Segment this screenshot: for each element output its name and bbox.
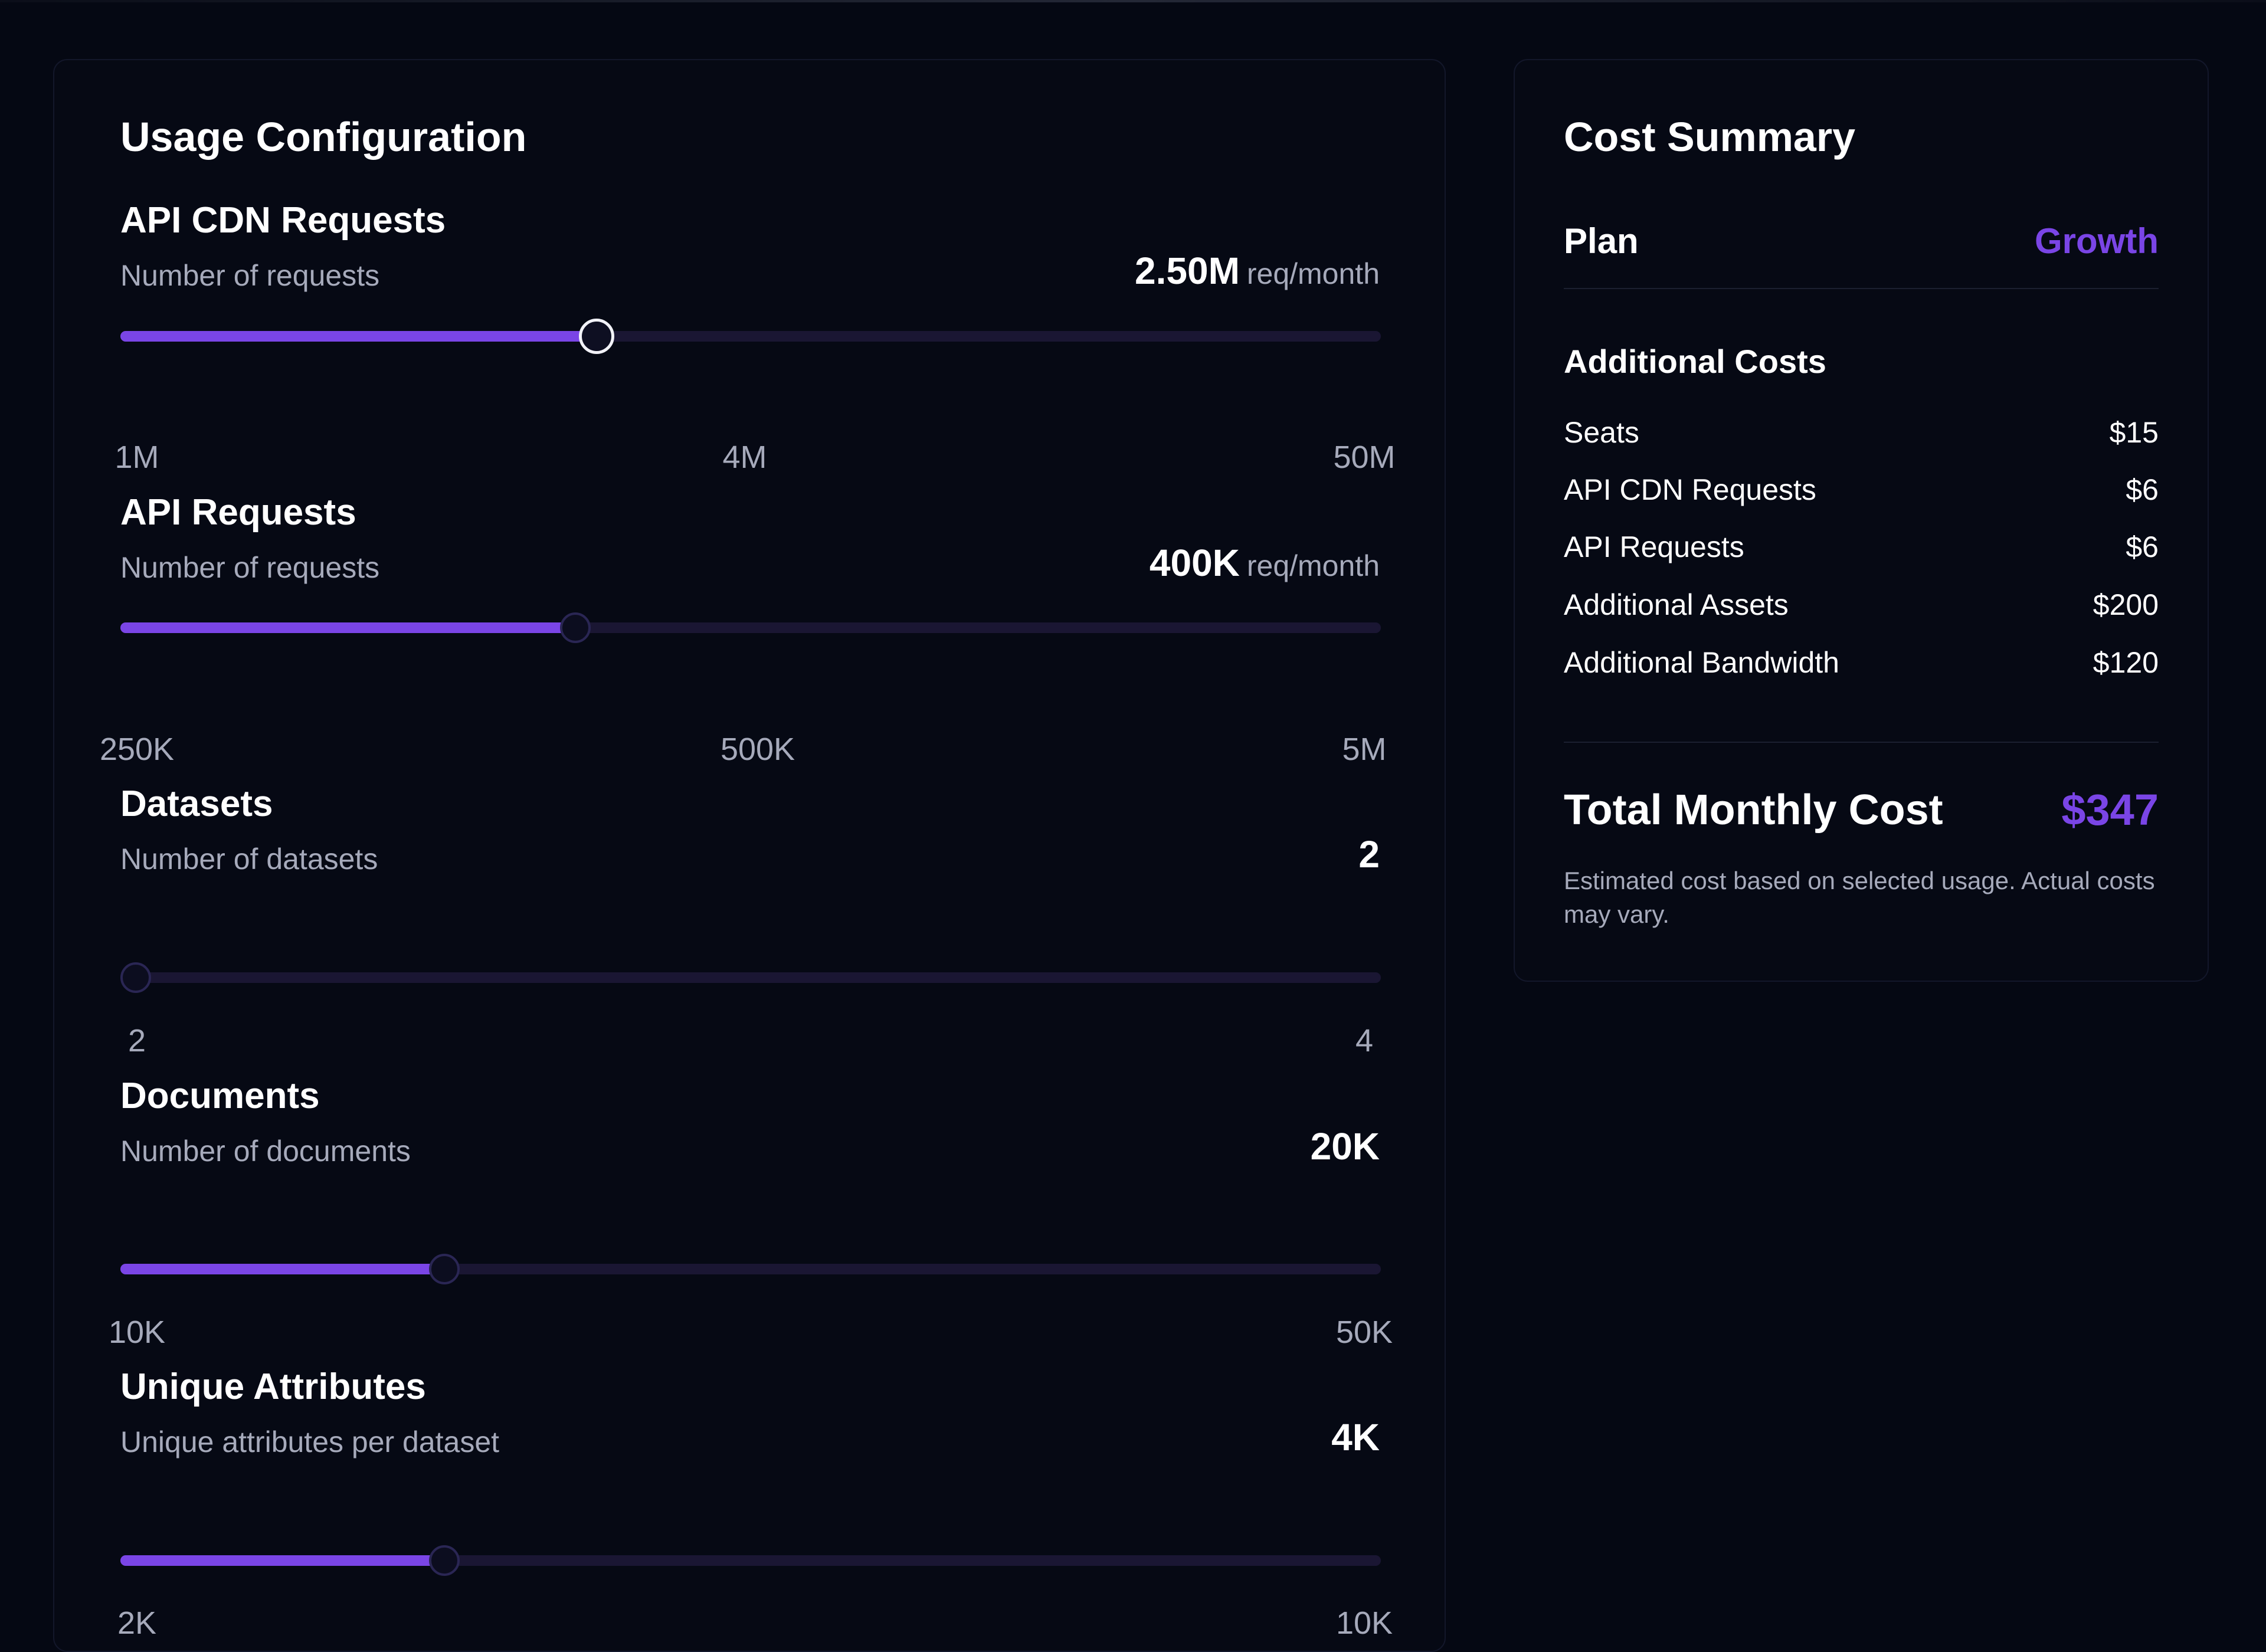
slider-tick-mid: 4M [722,440,767,475]
slider-description: Number of requests [120,259,380,292]
slider-tick-max: 5M [1342,732,1387,767]
cost-item-amount: $120 [2093,646,2159,679]
slider-tick-min: 250K [99,732,175,767]
slider-tick-min: 2 [127,1023,146,1058]
slider-fill [120,331,597,342]
slider-track[interactable] [120,319,1381,354]
cost-item-label: Additional Bandwidth [1564,646,1839,679]
plan-divider [1564,288,2159,289]
total-value: $347 [2061,785,2159,834]
slider-value: 20K [1311,1125,1380,1168]
cost-item-label: Seats [1564,416,1639,449]
slider-fill [120,1555,444,1566]
slider-tick-min: 10K [108,1315,166,1350]
slider-title: Unique Attributes [120,1366,426,1407]
additional-costs-title: Additional Costs [1564,343,1826,380]
slider-description: Number of documents [120,1135,411,1168]
slider-description: Number of datasets [120,843,378,876]
slider-title: API CDN Requests [120,200,446,241]
slider-thumb[interactable] [428,1545,460,1576]
slider-tick-mid: 500K [720,732,795,767]
slider-thumb[interactable] [560,612,591,643]
slider-description: Unique attributes per dataset [120,1425,500,1458]
cost-summary-card: Cost Summary Plan Growth Additional Cost… [1514,59,2209,982]
cost-item-amount: $15 [2109,416,2159,449]
slider-tick-min: 1M [114,440,159,475]
slider-value-number: 20K [1310,1125,1380,1168]
cost-item-amount: $6 [2126,530,2159,563]
slider-fill [120,1264,444,1274]
cost-item-amount: $200 [2093,588,2159,621]
slider-track[interactable] [120,1545,1381,1576]
slider-fill [120,622,576,633]
total-label: Total Monthly Cost [1564,786,1943,834]
total-divider [1564,742,2159,743]
usage-title: Usage Configuration [120,114,527,160]
cost-item-amount: $6 [2126,473,2159,506]
plan-value: Growth [2035,221,2159,261]
slider-value-unit: req/month [1246,549,1380,582]
usage-configuration-card: Usage Configuration API CDN Requests Num… [53,59,1446,1652]
slider-value-number: 2.50M [1135,250,1240,292]
slider-title: API Requests [120,492,356,533]
cost-item-label: API Requests [1564,530,1744,563]
estimate-note: Estimated cost based on selected usage. … [1564,867,2155,928]
slider-thumb[interactable] [428,1254,460,1284]
slider-title: Datasets [120,784,273,824]
slider-thumb[interactable] [120,962,151,993]
slider-value: 400K req/month [1150,541,1380,585]
slider-value: 2.50M req/month [1135,249,1380,293]
slider-tick-max: 4 [1355,1023,1374,1058]
cost-item-label: API CDN Requests [1564,473,1816,506]
slider-track[interactable] [120,1254,1381,1284]
cost-summary-title: Cost Summary [1564,114,1856,160]
slider-value: 4K [1331,1415,1380,1459]
slider-value-number: 400K [1149,542,1240,584]
slider-tick-min: 2K [117,1605,157,1641]
slider-thumb[interactable] [579,319,615,354]
slider-value-unit: req/month [1246,257,1380,290]
slider-track[interactable] [120,962,1381,993]
slider-value-number: 2 [1358,833,1380,876]
slider-description: Number of requests [120,551,380,584]
slider-tick-max: 10K [1335,1605,1393,1641]
cost-item-label: Additional Assets [1564,588,1789,621]
slider-title: Documents [120,1076,320,1116]
slider-value: 2 [1358,832,1380,876]
top-border [0,0,2266,2]
slider-value-number: 4K [1331,1416,1380,1458]
slider-tick-max: 50M [1333,440,1396,475]
slider-track[interactable] [120,612,1381,643]
plan-label: Plan [1564,221,1639,261]
slider-tick-max: 50K [1335,1315,1393,1350]
